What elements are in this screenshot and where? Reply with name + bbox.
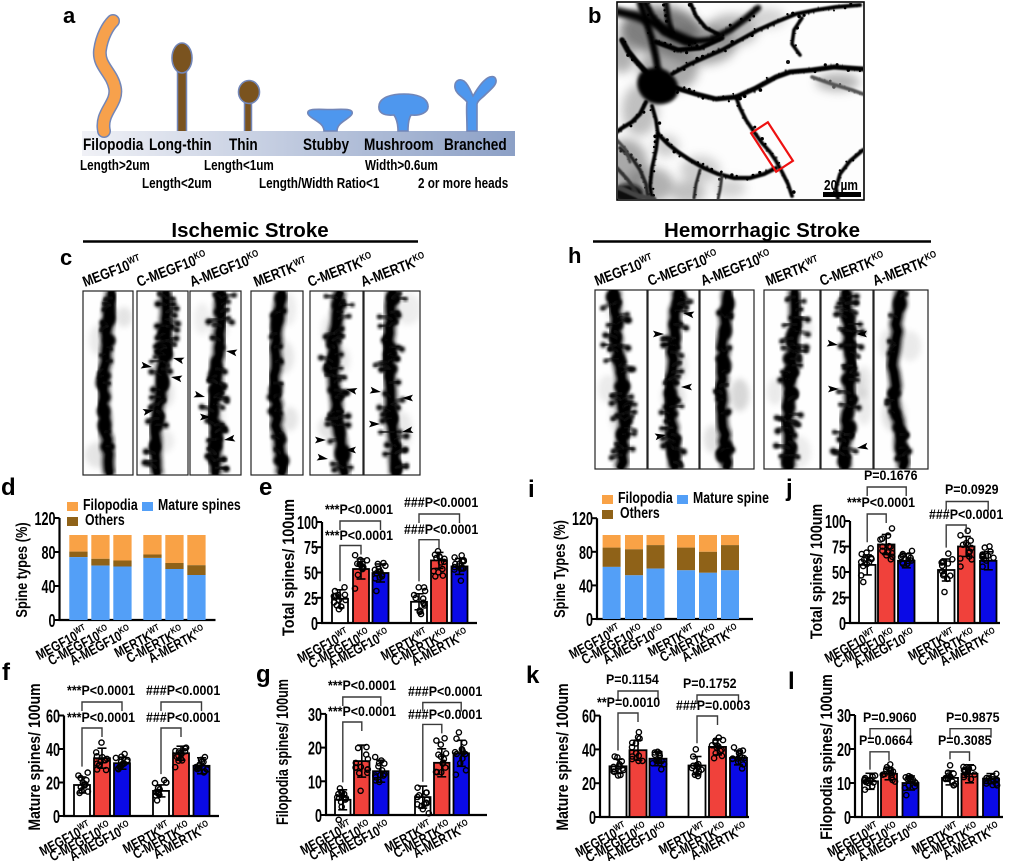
svg-text:30: 30 [308,706,322,726]
svg-text:80: 80 [42,544,56,564]
svg-text:Spine Types (%): Spine Types (%) [552,520,570,618]
svg-text:0: 0 [49,612,56,632]
svg-text:###P<0.0001: ###P<0.0001 [408,707,482,723]
svg-text:***P<0.0001: ***P<0.0001 [67,683,135,699]
svg-text:c: c [60,245,72,270]
svg-text:###P<0.0001: ###P<0.0001 [929,507,1003,523]
svg-text:**P=0.0010: **P=0.0010 [597,695,660,711]
svg-text:120: 120 [35,510,56,530]
svg-text:75: 75 [304,539,318,559]
svg-text:Length<2um: Length<2um [142,175,212,192]
svg-text:Filopodia: Filopodia [618,490,674,508]
svg-text:0: 0 [586,611,593,631]
svg-text:P=0.0664: P=0.0664 [859,733,913,749]
svg-text:j: j [785,475,793,502]
svg-text:###P<0.0001: ###P<0.0001 [404,522,478,538]
svg-text:Length/Width Ratio<1: Length/Width Ratio<1 [259,175,380,192]
svg-text:Mushroom: Mushroom [364,136,433,155]
svg-text:0: 0 [844,809,851,829]
svg-text:100: 100 [825,513,846,533]
svg-text:2 or more heads: 2 or more heads [418,175,508,192]
svg-text:25: 25 [304,590,318,610]
svg-text:80: 80 [579,544,593,564]
svg-text:###P<0.0001: ###P<0.0001 [408,684,482,700]
svg-text:e: e [259,474,272,501]
svg-text:30: 30 [837,707,851,727]
svg-text:h: h [568,243,581,268]
svg-text:Mature spines: Mature spines [158,497,241,515]
svg-text:20 µm: 20 µm [824,177,858,193]
svg-text:***P<0.0001: ***P<0.0001 [847,495,915,511]
svg-text:0: 0 [589,809,596,829]
svg-text:d: d [1,474,16,501]
svg-text:20: 20 [308,739,322,759]
svg-text:Ischemic Stroke: Ischemic Stroke [171,219,328,242]
svg-text:Stubby: Stubby [303,136,349,155]
svg-text:###P<0.0001: ###P<0.0001 [146,710,220,726]
svg-text:***P<0.0001: ***P<0.0001 [328,678,396,694]
svg-text:Others: Others [85,512,125,530]
svg-text:###P<0.0001: ###P<0.0001 [146,683,220,699]
svg-text:Total spines/ 100um: Total spines/ 100um [280,499,298,636]
svg-text:P=0.1154: P=0.1154 [606,672,660,688]
svg-text:Filopodia: Filopodia [83,497,139,515]
svg-text:a: a [63,3,76,28]
svg-text:40: 40 [582,741,596,761]
svg-text:Length>2um: Length>2um [80,157,150,174]
svg-text:100: 100 [297,514,318,534]
svg-text:***P<0.0001: ***P<0.0001 [67,710,135,726]
svg-text:b: b [588,3,601,28]
svg-text:Others: Others [620,505,660,523]
svg-text:Mature spines/ 100um: Mature spines/ 100um [26,683,44,830]
svg-text:Total spines/ 100um: Total spines/ 100um [808,504,826,639]
svg-text:40: 40 [579,577,593,597]
svg-text:Branched: Branched [444,136,507,155]
svg-text:0: 0 [839,615,846,635]
svg-text:0: 0 [53,808,60,828]
svg-text:20: 20 [582,775,596,795]
svg-text:50: 50 [832,564,846,584]
svg-text:P=0.1752: P=0.1752 [683,676,737,692]
svg-text:###P=0.0003: ###P=0.0003 [676,698,750,714]
svg-text:0: 0 [311,615,318,635]
svg-text:Mature spine: Mature spine [693,490,769,508]
svg-text:l: l [788,668,795,695]
svg-text:10: 10 [837,775,851,795]
svg-text:25: 25 [832,589,846,609]
svg-text:***P<0.0001: ***P<0.0001 [325,528,393,544]
svg-text:60: 60 [46,707,60,727]
svg-text:0: 0 [315,807,322,827]
svg-text:Filopodia spines/ 100um: Filopodia spines/ 100um [273,679,292,825]
svg-text:P=0.1676: P=0.1676 [864,468,918,484]
svg-text:40: 40 [42,578,56,598]
svg-text:Length<1um: Length<1um [204,157,274,174]
svg-text:P=0.0929: P=0.0929 [945,482,999,498]
svg-text:f: f [2,659,11,686]
svg-text:Thin: Thin [229,136,258,155]
svg-text:i: i [528,476,535,503]
svg-text:75: 75 [832,538,846,558]
svg-text:###P<0.0001: ###P<0.0001 [404,495,478,511]
svg-text:k: k [526,662,540,689]
svg-text:Filopodia spines/ 100um: Filopodia spines/ 100um [818,674,836,840]
svg-text:20: 20 [46,774,60,794]
svg-text:Hemorrhagic Stroke: Hemorrhagic Stroke [664,219,860,242]
svg-text:***P<0.0001: ***P<0.0001 [328,704,396,720]
svg-text:***P<0.0001: ***P<0.0001 [325,502,393,518]
svg-text:20: 20 [837,741,851,761]
svg-text:120: 120 [572,510,593,530]
svg-text:P=0.9875: P=0.9875 [946,710,1000,726]
svg-text:g: g [256,661,271,688]
svg-text:50: 50 [304,564,318,584]
svg-text:Mature spines/ 100um: Mature spines/ 100um [554,683,572,830]
svg-text:40: 40 [46,741,60,761]
svg-text:P=0.9060: P=0.9060 [863,710,917,726]
svg-text:Width>0.6um: Width>0.6um [365,157,438,174]
svg-text:P=0.3085: P=0.3085 [938,733,992,749]
svg-text:60: 60 [582,707,596,727]
svg-text:Long-thin: Long-thin [149,136,212,155]
svg-text:Spine types (%): Spine types (%) [14,522,32,617]
svg-text:10: 10 [308,773,322,793]
svg-text:Filopodia: Filopodia [83,136,144,155]
